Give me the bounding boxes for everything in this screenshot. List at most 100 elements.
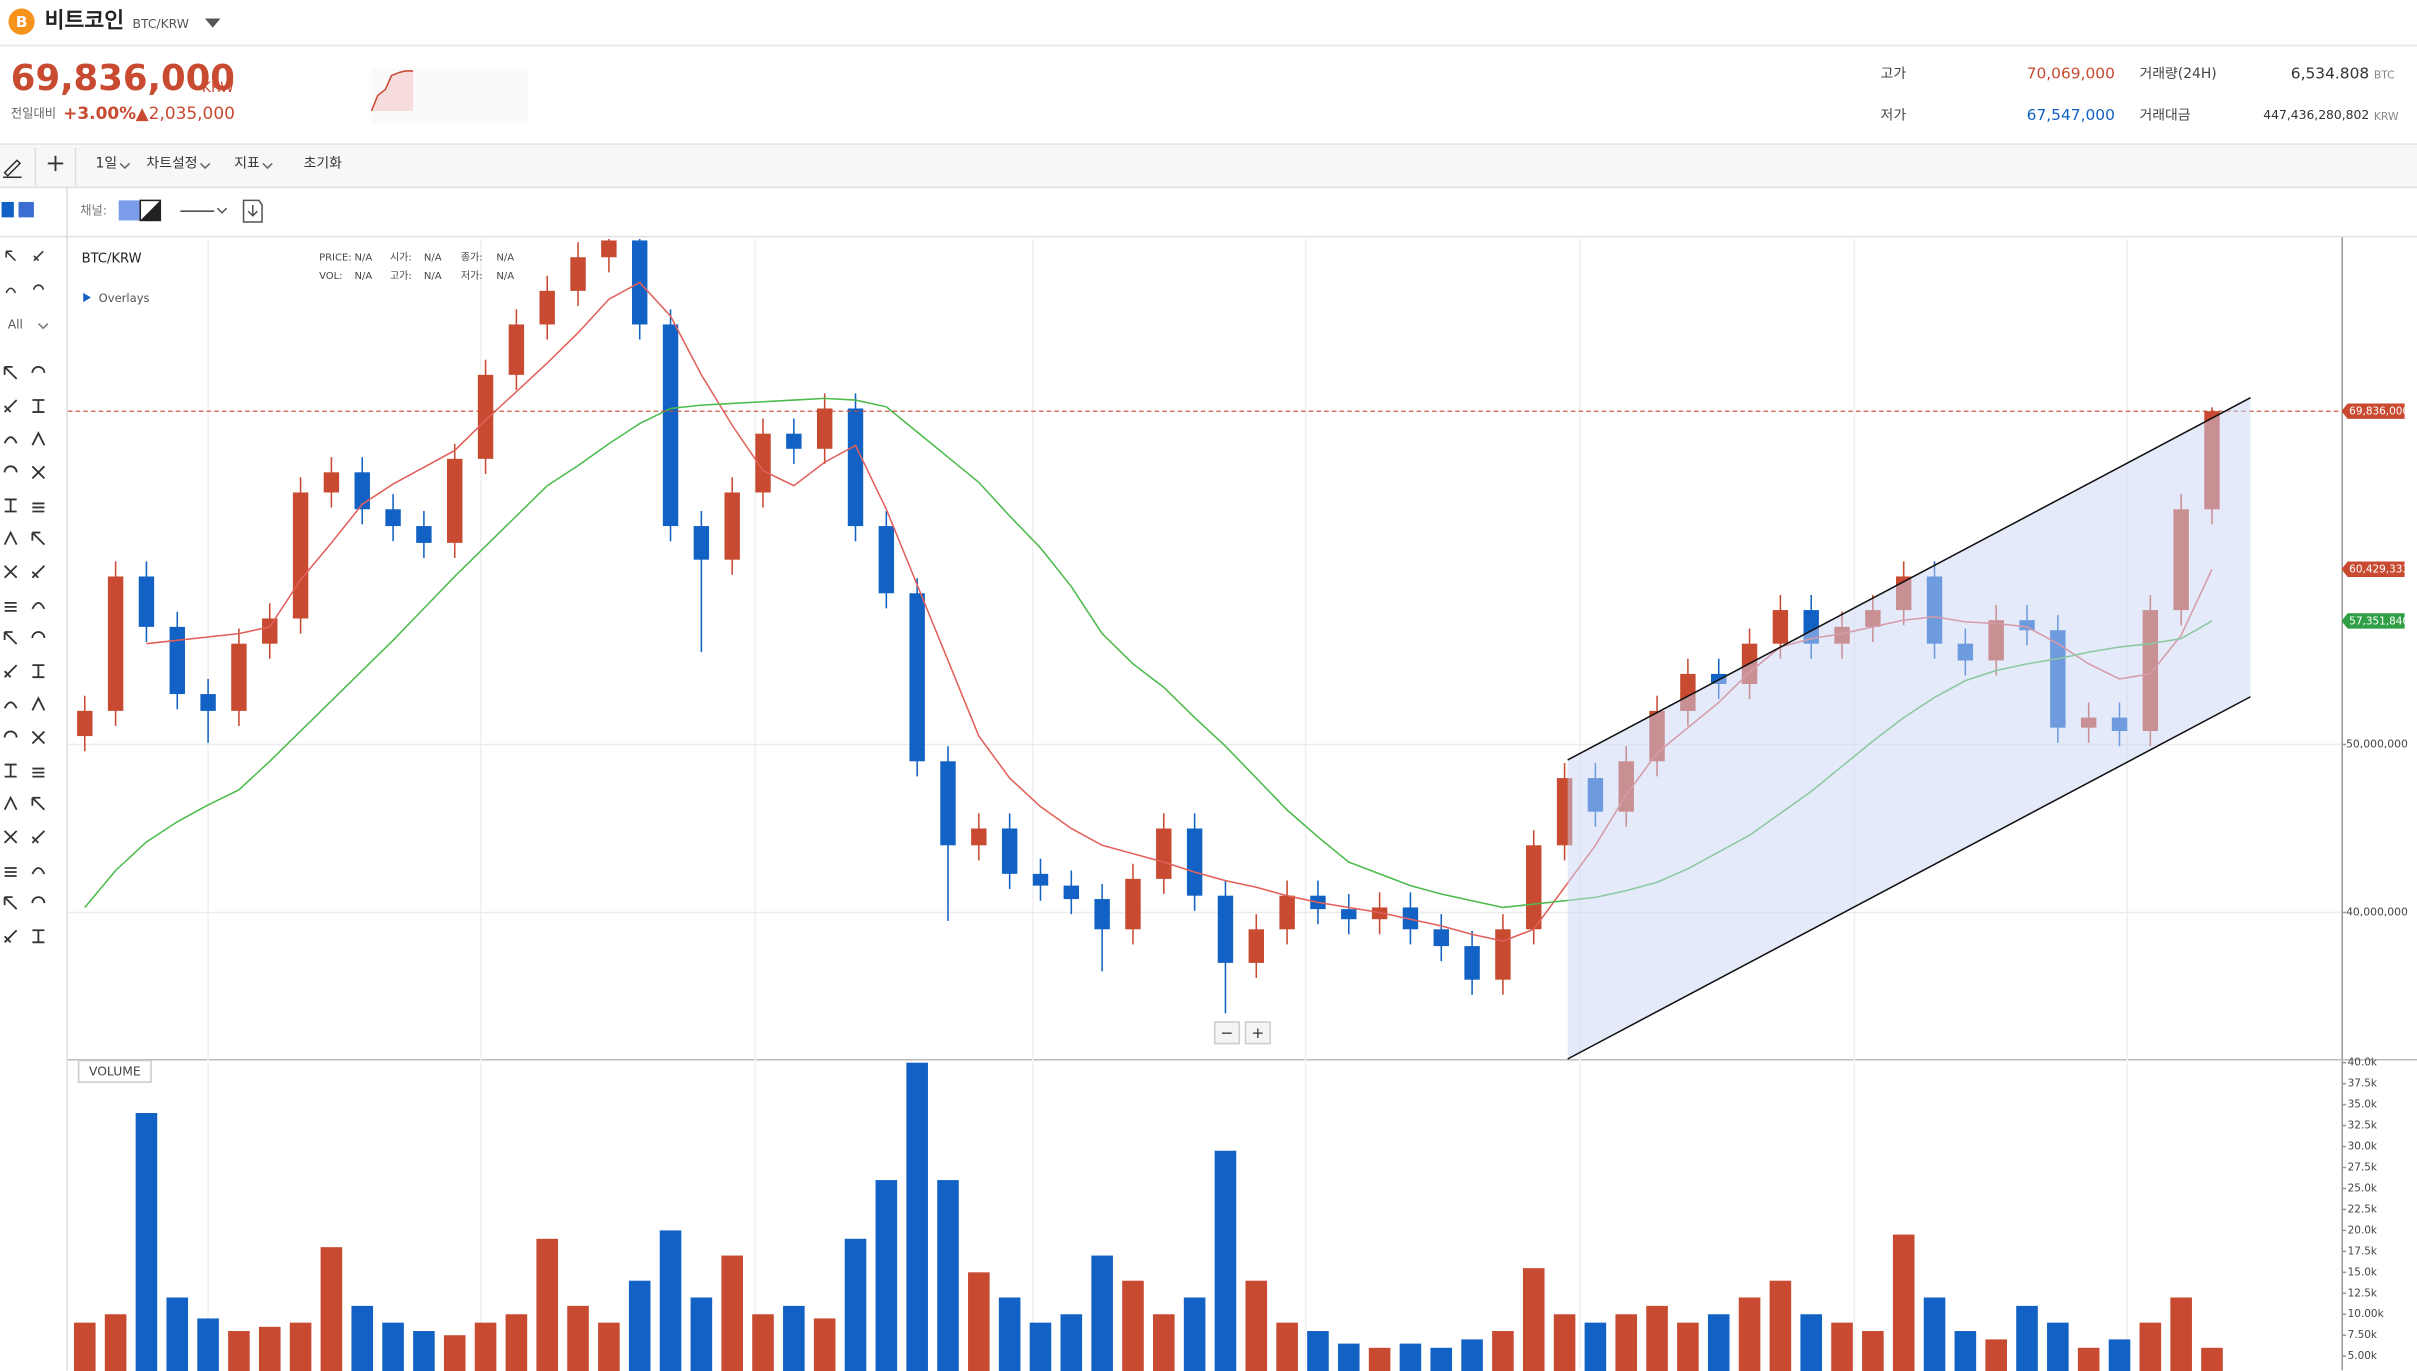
tool-icon[interactable] — [31, 896, 46, 904]
tool-icon[interactable] — [4, 601, 17, 612]
tool-icon[interactable] — [3, 664, 18, 678]
volume-bar — [228, 1331, 250, 1371]
overlays-label[interactable]: Overlays — [99, 291, 150, 305]
tool-icon[interactable] — [31, 565, 46, 579]
tool-icon[interactable] — [31, 365, 46, 374]
tool-icon[interactable] — [32, 399, 45, 413]
tool-icon[interactable] — [31, 631, 46, 639]
tools-filter-caret[interactable] — [37, 323, 49, 330]
tool-icon[interactable] — [5, 287, 17, 294]
candle-body — [847, 408, 864, 527]
legend-text: PRICE: — [319, 252, 352, 263]
candle-body — [1001, 828, 1018, 874]
tools-filter[interactable]: All — [8, 318, 23, 332]
tool-icon[interactable] — [31, 730, 46, 745]
zoom-button[interactable] — [1213, 1021, 1241, 1045]
tool-icon[interactable] — [3, 830, 18, 844]
add-icon[interactable] — [47, 155, 64, 172]
volume-bar — [2077, 1347, 2100, 1371]
tool-icon[interactable] — [3, 701, 18, 709]
volume-tick-label: 35.0k — [2348, 1099, 2378, 1111]
tool-icon[interactable] — [5, 250, 16, 262]
tool-icon[interactable] — [3, 530, 18, 546]
coin-icon — [8, 8, 35, 35]
toolbar-caret[interactable] — [199, 162, 211, 170]
change-label: 전일대비 — [11, 107, 56, 121]
tool-icon[interactable] — [3, 631, 18, 645]
zoom-label[interactable]: − — [1221, 1024, 1234, 1042]
channel-lower[interactable] — [1567, 696, 2251, 1060]
zoom-label[interactable]: + — [1251, 1024, 1264, 1042]
candle-body — [1402, 907, 1419, 930]
zoom-button[interactable] — [1244, 1021, 1271, 1045]
tool-icon[interactable] — [33, 250, 44, 262]
channel-fill[interactable] — [1567, 397, 2251, 1059]
tool-icon[interactable] — [4, 763, 17, 778]
tool-icon[interactable] — [32, 929, 45, 944]
overlays-toggle[interactable] — [83, 292, 91, 303]
candle-body — [786, 433, 802, 449]
tool-icon[interactable] — [31, 830, 46, 844]
candle-body — [940, 761, 956, 846]
stat-unit: KRW — [2374, 110, 2399, 123]
volume-tick-label: 32.5k — [2348, 1120, 2378, 1132]
tool-icon[interactable] — [32, 767, 45, 778]
tool-icon[interactable] — [33, 284, 44, 290]
line-style-caret[interactable] — [216, 207, 228, 214]
volume-bar — [1461, 1339, 1483, 1371]
draw-tool-icon[interactable] — [3, 159, 22, 179]
tool-icon[interactable] — [3, 730, 18, 738]
toolbar-caret[interactable] — [119, 162, 131, 170]
candle-body — [1156, 828, 1172, 879]
volume-bar — [2016, 1305, 2038, 1371]
tool-icon[interactable] — [3, 465, 18, 473]
save-icon[interactable] — [242, 199, 263, 223]
tool-icon[interactable] — [3, 929, 18, 943]
volume-tick-label: 17.5k — [2348, 1245, 2378, 1257]
tool-icon[interactable] — [3, 365, 18, 380]
volume-bar — [1677, 1322, 1699, 1371]
volume-bar — [1892, 1234, 1915, 1371]
tool-icon[interactable] — [31, 796, 46, 811]
tool-icon[interactable] — [3, 896, 18, 910]
tool-icon[interactable] — [3, 565, 18, 579]
volume-bar — [1707, 1314, 1730, 1371]
channel-label: 채널: — [80, 204, 107, 218]
tool-icon[interactable] — [31, 602, 46, 610]
legend-text: N/A — [355, 271, 373, 282]
tool-icon[interactable] — [3, 436, 18, 444]
tool-selected[interactable] — [1, 201, 14, 218]
channel-upper[interactable] — [1567, 397, 2251, 761]
tool-icon[interactable] — [31, 531, 46, 546]
volume-bar — [1183, 1297, 1206, 1371]
channel-fill-swatch[interactable] — [118, 200, 141, 221]
tool-icon[interactable] — [3, 399, 18, 413]
market-dropdown[interactable] — [205, 18, 221, 28]
toolbar-item[interactable]: 지표 — [234, 155, 260, 171]
tool-icon[interactable] — [32, 664, 45, 679]
tool-icon[interactable] — [4, 867, 17, 877]
candle-body — [169, 626, 185, 695]
legend-text: VOL: — [319, 271, 342, 282]
legend-text: N/A — [424, 252, 442, 263]
tool-icon[interactable] — [32, 502, 45, 513]
toolbar-caret[interactable] — [262, 162, 273, 170]
tool-icon[interactable] — [3, 795, 18, 811]
tool-icon[interactable] — [31, 465, 46, 479]
volume-title: VOLUME — [89, 1065, 141, 1079]
price-unit: KRW — [202, 80, 234, 96]
stat-label: 고가 — [1881, 66, 1907, 82]
candle-body — [508, 324, 525, 375]
candle-body — [1094, 899, 1110, 930]
change-amount: ▲2,035,000 — [136, 103, 235, 123]
tool-icon[interactable] — [4, 498, 17, 513]
tool-icon[interactable] — [31, 696, 46, 711]
volume-bar — [906, 1062, 928, 1371]
tool-icon[interactable] — [31, 867, 46, 875]
toolbar-item[interactable]: 1일 — [96, 155, 118, 171]
toolbar-item[interactable]: 차트설정 — [146, 155, 197, 171]
legend-text: N/A — [496, 271, 514, 282]
toolbar-item[interactable]: 초기화 — [304, 155, 343, 171]
tool-icon[interactable] — [31, 431, 46, 446]
tool-grid[interactable] — [18, 201, 34, 218]
